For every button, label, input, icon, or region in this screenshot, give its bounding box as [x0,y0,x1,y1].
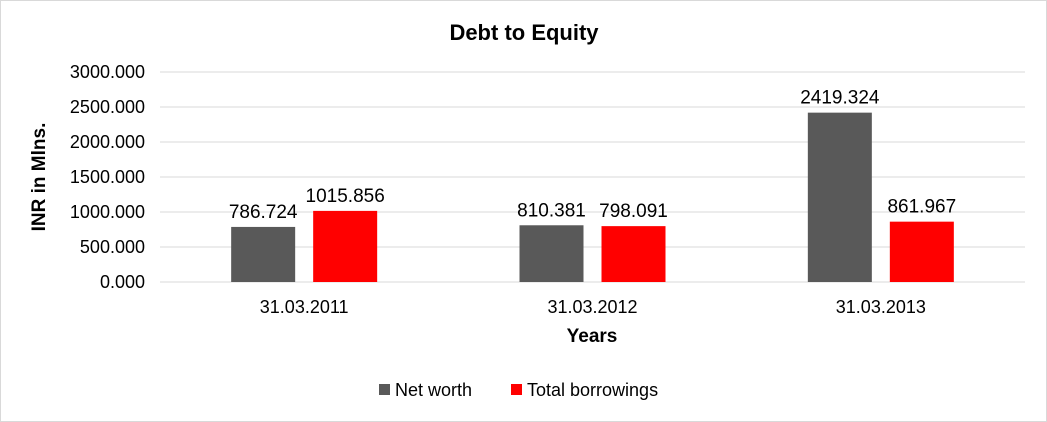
legend-swatch [511,384,522,395]
y-tick-label: 3000.000 [70,62,145,82]
y-tick-label: 1000.000 [70,202,145,222]
data-label: 810.381 [517,200,586,221]
y-axis-ticks: 0.000 500.000 1000.000 1500.000 2000.000 2500… [70,62,145,292]
data-label: 2419.324 [800,88,880,109]
gridlines [160,71,1025,283]
y-tick-label: 1500.000 [70,167,145,187]
bar-net-worth [231,226,296,282]
data-label: 1015.856 [306,186,385,207]
data-label: 861.967 [887,197,956,218]
data-label: 798.091 [599,201,668,222]
x-axis-ticks: 31.03.2011 31.03.2012 31.03.2013 [260,297,926,317]
legend: Net worth Total borrowings [379,380,658,400]
y-tick-label: 2000.000 [70,132,145,152]
y-axis-title: INR in Mlns. [29,123,50,232]
x-tick-label: 31.03.2013 [836,297,926,317]
x-tick-label: 31.03.2011 [260,297,349,317]
x-axis-title: Years [567,326,618,347]
bars [231,112,954,282]
data-label: 786.724 [229,202,298,223]
bar-total-borrowings [889,221,954,282]
chart-title: Debt to Equity [449,20,599,45]
legend-label: Total borrowings [527,380,658,400]
y-tick-label: 2500.000 [70,97,145,117]
bar-net-worth [807,112,872,282]
legend-swatch [379,384,390,395]
data-labels: 786.724 1015.856 810.381 798.091 2419.324 861… [229,88,956,223]
bar-net-worth [519,225,584,282]
x-tick-label: 31.03.2012 [547,297,637,317]
y-tick-label: 500.000 [80,237,145,257]
bar-total-borrowings [313,210,378,282]
legend-label: Net worth [395,380,472,400]
y-tick-label: 0.000 [100,272,145,292]
bar-total-borrowings [601,226,666,282]
